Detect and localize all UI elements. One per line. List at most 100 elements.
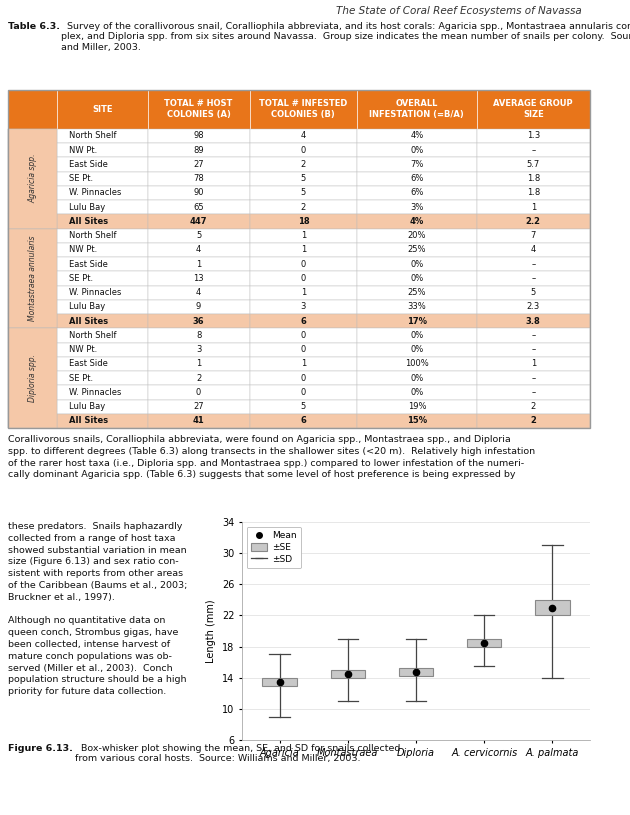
Text: SE Pt.: SE Pt. xyxy=(69,174,93,183)
Text: East Side: East Side xyxy=(69,260,108,269)
Bar xyxy=(147,257,249,271)
Bar xyxy=(57,214,147,228)
Text: 25%: 25% xyxy=(408,289,426,297)
Text: 0: 0 xyxy=(301,146,306,155)
Text: All Sites: All Sites xyxy=(69,416,108,425)
Text: 6%: 6% xyxy=(410,174,423,183)
Text: Lulu Bay: Lulu Bay xyxy=(69,402,105,411)
Bar xyxy=(249,186,357,200)
Bar xyxy=(357,271,476,285)
Bar xyxy=(147,157,249,172)
Bar xyxy=(357,371,476,385)
Text: 3.8: 3.8 xyxy=(526,317,541,326)
Bar xyxy=(476,385,590,399)
Bar xyxy=(57,357,147,371)
Bar xyxy=(357,129,476,143)
Bar xyxy=(249,285,357,300)
Text: 8: 8 xyxy=(196,331,202,340)
Text: 1: 1 xyxy=(301,289,306,297)
Bar xyxy=(147,328,249,342)
Text: –: – xyxy=(531,373,536,383)
Text: 5: 5 xyxy=(301,188,306,197)
Bar xyxy=(147,129,249,143)
Text: 19%: 19% xyxy=(408,402,426,411)
Text: 27: 27 xyxy=(193,402,204,411)
Bar xyxy=(249,157,357,172)
Bar xyxy=(476,357,590,371)
Text: 4: 4 xyxy=(530,245,536,254)
Bar xyxy=(249,399,357,414)
Text: Table 6.3.: Table 6.3. xyxy=(8,22,60,31)
Text: The State of Coral Reef Ecosystems of Navassa: The State of Coral Reef Ecosystems of Na… xyxy=(336,6,582,16)
Text: 1.3: 1.3 xyxy=(527,131,540,140)
Text: 3: 3 xyxy=(301,302,306,311)
Text: 2: 2 xyxy=(301,203,306,212)
Bar xyxy=(476,214,590,228)
Bar xyxy=(8,143,57,157)
Text: 2: 2 xyxy=(530,416,536,425)
Text: 1: 1 xyxy=(301,245,306,254)
Bar xyxy=(147,228,249,243)
Bar xyxy=(476,342,590,357)
Bar xyxy=(476,257,590,271)
Bar xyxy=(476,172,590,186)
Text: Corallivorous snails, Coralliophila abbreviata, were found on Agaricia spp., Mon: Corallivorous snails, Coralliophila abbr… xyxy=(8,435,535,479)
Text: 7: 7 xyxy=(530,231,536,240)
Bar xyxy=(147,90,249,129)
Bar xyxy=(249,200,357,214)
Text: –: – xyxy=(531,274,536,283)
Text: 0: 0 xyxy=(301,260,306,269)
Bar xyxy=(8,90,57,129)
Text: North Shelf: North Shelf xyxy=(69,331,117,340)
Text: SE Pt.: SE Pt. xyxy=(69,274,93,283)
Text: 9: 9 xyxy=(196,302,201,311)
Bar xyxy=(57,200,147,214)
Bar xyxy=(8,414,57,428)
Bar xyxy=(476,271,590,285)
Text: North Shelf: North Shelf xyxy=(69,131,117,140)
Text: these predators.  Snails haphazardly
collected from a range of host taxa
showed : these predators. Snails haphazardly coll… xyxy=(8,522,187,696)
Bar xyxy=(8,228,57,243)
Text: –: – xyxy=(531,260,536,269)
Bar xyxy=(147,243,249,257)
Text: 27: 27 xyxy=(193,160,204,169)
Text: 6%: 6% xyxy=(410,188,423,197)
Text: 65: 65 xyxy=(193,203,204,212)
Bar xyxy=(8,314,57,328)
Bar xyxy=(467,639,501,646)
Bar xyxy=(147,271,249,285)
Bar xyxy=(249,385,357,399)
Text: 98: 98 xyxy=(193,131,204,140)
Text: page
147: page 147 xyxy=(524,790,554,811)
Bar xyxy=(57,414,147,428)
Bar xyxy=(399,668,433,676)
Bar xyxy=(8,342,57,357)
Bar xyxy=(57,143,147,157)
Bar xyxy=(57,228,147,243)
Bar xyxy=(147,285,249,300)
Text: 1.8: 1.8 xyxy=(527,174,540,183)
Text: –: – xyxy=(531,346,536,355)
Bar xyxy=(249,143,357,157)
Bar xyxy=(476,371,590,385)
Bar xyxy=(147,186,249,200)
Text: Navassa: Navassa xyxy=(602,184,617,256)
Bar xyxy=(57,328,147,342)
Bar xyxy=(57,385,147,399)
Bar xyxy=(249,371,357,385)
Bar xyxy=(249,357,357,371)
Bar xyxy=(476,143,590,157)
Text: 33%: 33% xyxy=(408,302,427,311)
Text: 89: 89 xyxy=(193,146,204,155)
Bar xyxy=(476,243,590,257)
Text: 4: 4 xyxy=(196,245,201,254)
Text: 4%: 4% xyxy=(410,131,423,140)
Bar xyxy=(57,371,147,385)
Bar xyxy=(57,300,147,314)
Text: 447: 447 xyxy=(190,217,207,226)
Bar xyxy=(147,399,249,414)
Text: 4: 4 xyxy=(196,289,201,297)
Text: 0%: 0% xyxy=(410,146,423,155)
Bar xyxy=(147,300,249,314)
Text: 78: 78 xyxy=(193,174,204,183)
